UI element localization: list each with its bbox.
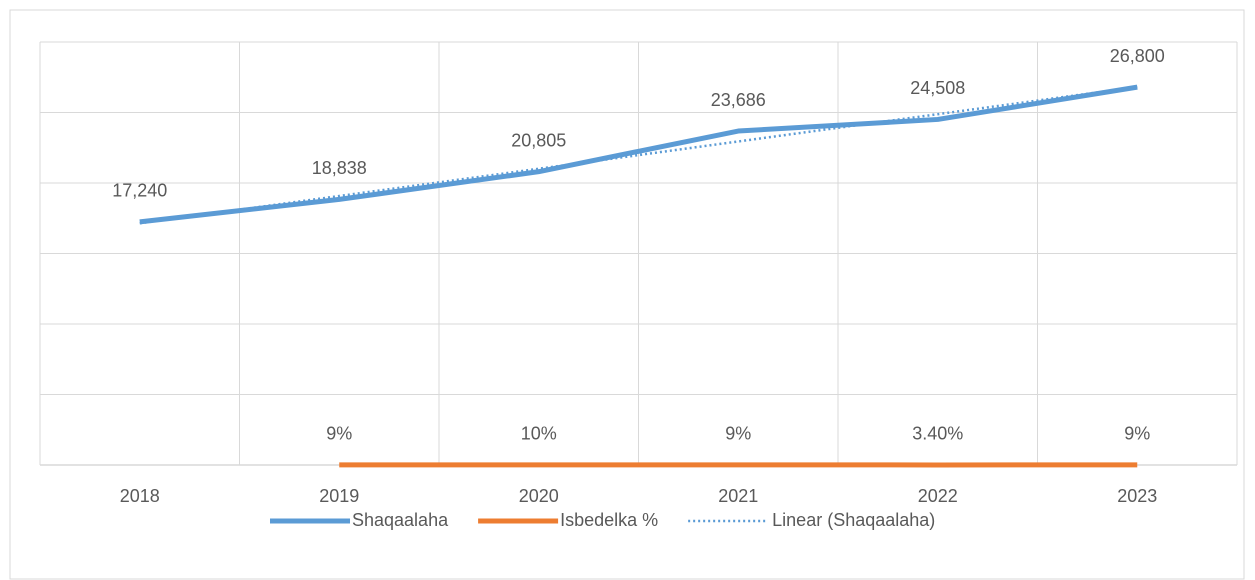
series-line [139, 84, 1138, 225]
data-label: 18,838 [312, 158, 367, 178]
legend-label: Linear (Shaqaalaha) [772, 510, 935, 530]
data-label: 9% [1124, 424, 1150, 444]
data-label: 9% [326, 424, 352, 444]
legend-label: Isbedelka % [560, 510, 658, 530]
x-tick-label: 2020 [519, 486, 559, 506]
data-label: 10% [521, 424, 557, 444]
data-label: 17,240 [112, 181, 167, 201]
data-label: 24,508 [910, 78, 965, 98]
data-label: 3.40% [912, 424, 963, 444]
x-tick-label: 2021 [718, 486, 758, 506]
data-label: 9% [725, 424, 751, 444]
data-label: 26,800 [1110, 46, 1165, 66]
legend-label: Shaqaalaha [352, 510, 449, 530]
x-tick-label: 2019 [319, 486, 359, 506]
chart-border [9, 9, 1245, 580]
x-tick-label: 2023 [1117, 486, 1157, 506]
data-label: 20,805 [511, 130, 566, 150]
x-tick-label: 2022 [918, 486, 958, 506]
x-tick-label: 2018 [120, 486, 160, 506]
data-label: 23,686 [711, 90, 766, 110]
